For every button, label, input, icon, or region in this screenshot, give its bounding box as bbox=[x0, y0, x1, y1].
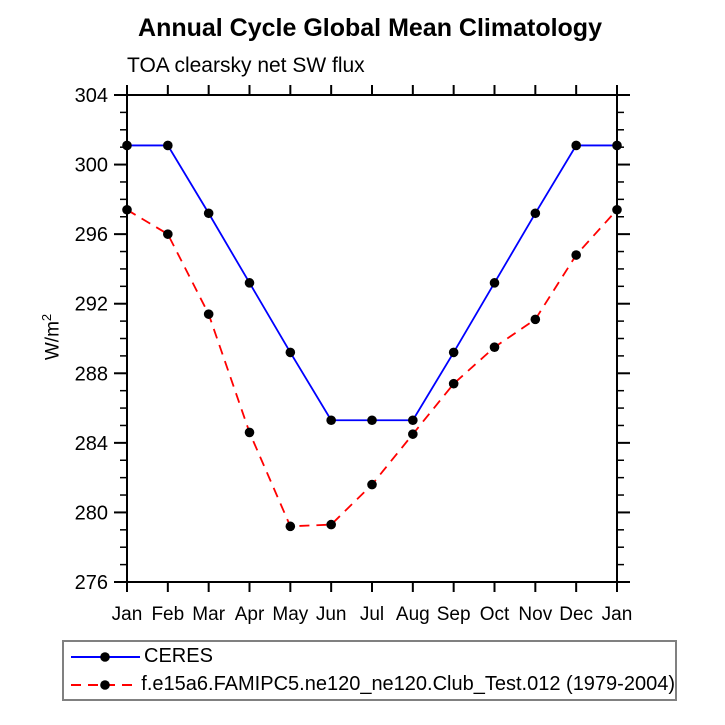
plot-area: Jan Feb Mar Apr May Jun Jul Aug Sep Oct Nov Dec Jan2… bbox=[75, 85, 633, 625]
y-tick-label: 288 bbox=[75, 363, 108, 385]
data-point-marker bbox=[408, 415, 418, 426]
y-tick-label: 276 bbox=[75, 572, 108, 594]
x-tick-label: Jan bbox=[112, 604, 143, 625]
data-point-marker bbox=[285, 521, 296, 532]
legend-marker-ceres bbox=[100, 651, 110, 662]
data-point-marker bbox=[122, 140, 132, 151]
legend-label-model: f.e15a6.FAMIPC5.ne120_ne120.Club_Test.01… bbox=[141, 673, 675, 695]
legend-line-model-icon bbox=[71, 679, 140, 690]
data-point-marker bbox=[448, 378, 459, 389]
data-point-marker bbox=[530, 208, 541, 219]
plot-border bbox=[126, 94, 618, 583]
data-point-marker bbox=[285, 347, 296, 358]
data-point-marker bbox=[326, 519, 336, 530]
y-tick-label: 296 bbox=[75, 224, 108, 246]
data-point-marker bbox=[367, 479, 377, 490]
data-point-marker bbox=[530, 314, 541, 325]
legend-item-model: f.e15a6.FAMIPC5.ne120_ne120.Club_Test.01… bbox=[69, 671, 675, 699]
data-point-marker bbox=[571, 250, 581, 260]
x-tick-label: Feb bbox=[151, 604, 184, 625]
x-tick-label: Jul bbox=[360, 604, 384, 625]
data-point-marker bbox=[326, 415, 336, 426]
x-tick-label: May bbox=[272, 604, 308, 625]
data-point-marker bbox=[489, 342, 500, 352]
chart-title: Annual Cycle Global Mean Climatology bbox=[138, 14, 602, 42]
data-point-marker bbox=[367, 415, 377, 426]
data-point-marker bbox=[612, 140, 622, 151]
x-tick-label: Apr bbox=[235, 604, 265, 625]
data-point-marker bbox=[448, 347, 459, 358]
y-tick-label: 284 bbox=[75, 433, 108, 455]
x-tick-label: Dec bbox=[559, 604, 593, 625]
data-point-marker bbox=[244, 427, 255, 438]
x-tick-label: Nov bbox=[518, 604, 552, 625]
x-tick-label: Oct bbox=[480, 604, 510, 625]
data-point-marker bbox=[489, 278, 500, 288]
data-point-marker bbox=[163, 140, 173, 151]
x-tick-label: Jun bbox=[316, 604, 347, 625]
y-tick-label: 280 bbox=[75, 502, 108, 524]
data-point-marker bbox=[203, 309, 214, 319]
legend-item-ceres: CERES bbox=[69, 643, 675, 671]
legend-line-ceres-icon bbox=[71, 651, 140, 662]
data-point-marker bbox=[408, 429, 418, 439]
x-tick-label: Jan bbox=[602, 604, 633, 625]
data-point-marker bbox=[163, 229, 173, 239]
data-point-marker bbox=[244, 278, 255, 288]
data-point-marker bbox=[571, 140, 581, 151]
y-tick-label: 300 bbox=[75, 155, 108, 177]
data-point-marker bbox=[122, 204, 132, 215]
series-line-ceres bbox=[127, 144, 617, 422]
legend-marker-model bbox=[100, 679, 110, 690]
chart-subtitle: TOA clearsky net SW flux bbox=[127, 54, 365, 77]
y-tick-label: 304 bbox=[75, 85, 108, 107]
y-tick-label: 292 bbox=[75, 294, 108, 316]
series-line-model bbox=[126, 209, 618, 528]
x-tick-label: Sep bbox=[437, 604, 471, 625]
x-tick-label: Mar bbox=[192, 604, 225, 625]
legend: CERES f.e15a6.FAMIPC5.ne120_ne120.Club_T… bbox=[62, 640, 677, 701]
data-point-marker bbox=[203, 208, 214, 219]
data-point-marker bbox=[612, 204, 622, 215]
legend-label-ceres: CERES bbox=[144, 645, 213, 667]
x-tick-label: Aug bbox=[396, 604, 430, 625]
